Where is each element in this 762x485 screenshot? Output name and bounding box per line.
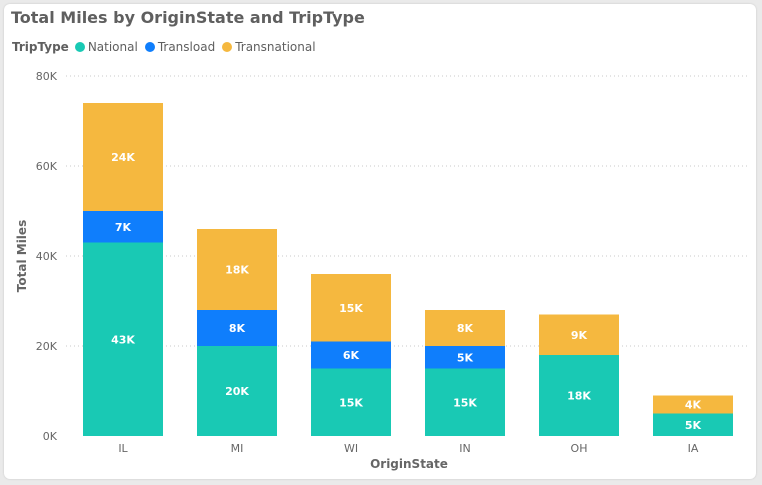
- y-tick-label: 60K: [36, 160, 58, 173]
- data-label: 4K: [685, 399, 702, 412]
- data-label: 15K: [339, 302, 363, 315]
- legend-item-transnational[interactable]: Transnational: [222, 40, 316, 54]
- data-label: 43K: [111, 333, 135, 346]
- y-tick-label: 80K: [36, 70, 58, 83]
- bar-transnational-ia: [653, 395, 733, 414]
- x-tick-label: IN: [459, 442, 470, 455]
- bar-national-ia: [653, 413, 733, 436]
- x-tick-label: MI: [231, 442, 244, 455]
- legend-title: TripType: [12, 40, 69, 54]
- legend-item-transload[interactable]: Transload: [144, 40, 216, 54]
- chart-title: Total Miles by OriginState and TripType: [11, 8, 365, 27]
- data-label: 15K: [453, 396, 477, 409]
- bar-transnational-in: [425, 310, 505, 346]
- bars: 43K 7K 24K 20K 8K 18K 15K 6K 15K 15K 5K 8K 18K 9K 5K 4K: [83, 103, 733, 436]
- bar-national-wi: [311, 368, 391, 436]
- bar-national-mi: [197, 346, 277, 436]
- legend: TripType National Transload Transnationa…: [12, 39, 323, 55]
- x-axis-title: OriginState: [370, 457, 448, 471]
- data-label: 24K: [111, 151, 135, 164]
- legend-label-transnational: Transnational: [235, 40, 316, 54]
- data-label: 20K: [225, 385, 249, 398]
- bar-transnational-mi: [197, 229, 277, 310]
- data-label: 8K: [457, 322, 474, 335]
- data-label: 6K: [343, 349, 360, 362]
- y-tick-label: 0K: [43, 430, 58, 443]
- legend-swatch-national: [74, 42, 85, 52]
- legend-label-transload: Transload: [157, 40, 216, 54]
- data-label: 18K: [567, 390, 591, 403]
- y-axis-title: Total Miles: [15, 220, 29, 292]
- bar-transnational-oh: [539, 314, 619, 355]
- bar-national-in: [425, 368, 505, 436]
- x-tick-label: IA: [688, 442, 699, 455]
- legend-item-national[interactable]: National: [74, 40, 138, 54]
- data-label: 7K: [115, 221, 132, 234]
- bar-national-oh: [539, 355, 619, 436]
- x-tick-label: WI: [344, 442, 358, 455]
- x-tick-label: OH: [571, 442, 588, 455]
- y-axis-ticks: 0K 20K 40K 60K 80K: [36, 70, 58, 443]
- data-label: 5K: [457, 351, 474, 364]
- gridlines: [66, 75, 750, 347]
- bar-transload-wi: [311, 341, 391, 369]
- y-tick-label: 40K: [36, 250, 58, 263]
- x-tick-label: IL: [118, 442, 128, 455]
- legend-label-national: National: [87, 40, 138, 54]
- data-label: 8K: [229, 322, 246, 335]
- bar-transload-il: [83, 211, 163, 243]
- bar-transload-in: [425, 346, 505, 369]
- legend-swatch-transload: [144, 42, 155, 52]
- bar-transnational-wi: [311, 274, 391, 342]
- data-label: 18K: [225, 264, 249, 277]
- y-tick-label: 20K: [36, 340, 58, 353]
- bar-transnational-il: [83, 103, 163, 211]
- data-label: 5K: [685, 419, 702, 432]
- x-axis-ticks: IL MI WI IN OH IA: [118, 442, 699, 455]
- legend-swatch-transnational: [222, 42, 233, 52]
- data-label: 15K: [339, 396, 363, 409]
- bar-national-il: [83, 242, 163, 436]
- data-label: 9K: [571, 329, 588, 342]
- bar-transload-mi: [197, 310, 277, 346]
